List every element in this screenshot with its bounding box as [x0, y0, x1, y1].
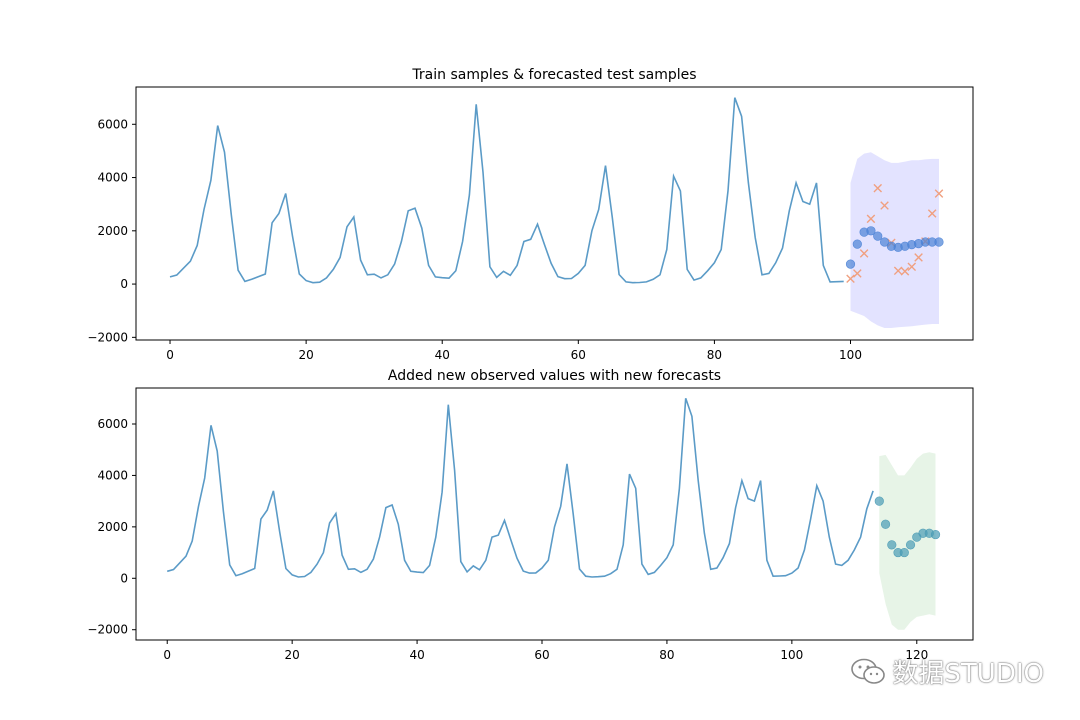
- y-tick-label: 2000: [97, 520, 128, 534]
- y-tick-label: 0: [120, 571, 128, 585]
- observed-line: [166, 398, 874, 578]
- plot-area: [166, 398, 941, 630]
- forecast-point: [934, 237, 944, 247]
- x-tick-label: 100: [839, 348, 862, 362]
- actual-x-marker: [880, 201, 889, 210]
- wechat-icon: [851, 658, 886, 684]
- y-tick-label: 4000: [97, 171, 128, 185]
- forecast-point: [874, 496, 884, 506]
- chart-1: 0 20 40 60 80 100 −2000 0 2000 4000 6000 Train samp…: [87, 67, 974, 362]
- forecast-point: [887, 540, 897, 550]
- x-tick-label: 80: [707, 348, 722, 362]
- x-tick-label: 80: [659, 648, 674, 662]
- observed-line: [169, 97, 844, 284]
- chart-title: Added new observed values with new forec…: [388, 368, 721, 384]
- actual-x-marker: [893, 266, 903, 276]
- x-tick-label: 40: [435, 348, 450, 362]
- actual-x-marker: [927, 209, 937, 218]
- forecast-point: [880, 519, 891, 529]
- x-tick-label: 120: [905, 648, 928, 662]
- watermark: 数据STUDIO: [850, 653, 1044, 690]
- forecast-point: [845, 259, 856, 269]
- forecast-point: [873, 231, 883, 241]
- x-tick-label: 40: [409, 648, 424, 662]
- actual-x-marker: [853, 269, 862, 278]
- actual-x-marker: [934, 189, 944, 198]
- chart-2: 0 20 40 60 80 100 120 −2000 0 2000 4000 6000 Added n…: [87, 368, 974, 662]
- x-tick-label: 0: [163, 648, 171, 662]
- forecast-point: [866, 226, 876, 236]
- watermark-text: 数据STUDIO: [892, 659, 1044, 689]
- y-tick-label: 4000: [97, 468, 128, 482]
- forecast-point: [899, 547, 909, 558]
- x-tick-label: 0: [166, 348, 174, 362]
- y-tick-label: −2000: [87, 330, 128, 344]
- actual-x-marker: [914, 253, 923, 262]
- forecast-point: [852, 239, 862, 249]
- y-tick-label: −2000: [87, 623, 128, 637]
- actual-x-marker: [846, 274, 855, 284]
- forecast-point: [879, 237, 890, 247]
- y-tick-label: 6000: [97, 117, 128, 131]
- plot-area: [169, 97, 944, 328]
- chart-title: Train samples & forecasted test samples: [411, 67, 696, 83]
- actual-x-marker: [866, 214, 876, 224]
- actual-x-marker: [859, 249, 869, 258]
- axes-frame: [135, 387, 974, 641]
- confidence-band: [879, 452, 936, 630]
- x-tick-label: 60: [534, 648, 549, 662]
- actual-x-marker: [900, 266, 910, 276]
- actual-x-marker: [907, 262, 917, 272]
- x-tick-label: 20: [285, 648, 300, 662]
- x-tick-label: 100: [780, 648, 803, 662]
- axes-frame: [135, 86, 974, 341]
- y-tick-label: 2000: [97, 224, 128, 238]
- x-tick-label: 20: [298, 348, 313, 362]
- y-tick-label: 0: [120, 277, 128, 291]
- forecast-point: [905, 540, 916, 550]
- y-tick-label: 6000: [97, 417, 128, 431]
- forecast-point: [930, 529, 941, 540]
- x-tick-label: 60: [571, 348, 586, 362]
- actual-x-marker: [873, 183, 883, 193]
